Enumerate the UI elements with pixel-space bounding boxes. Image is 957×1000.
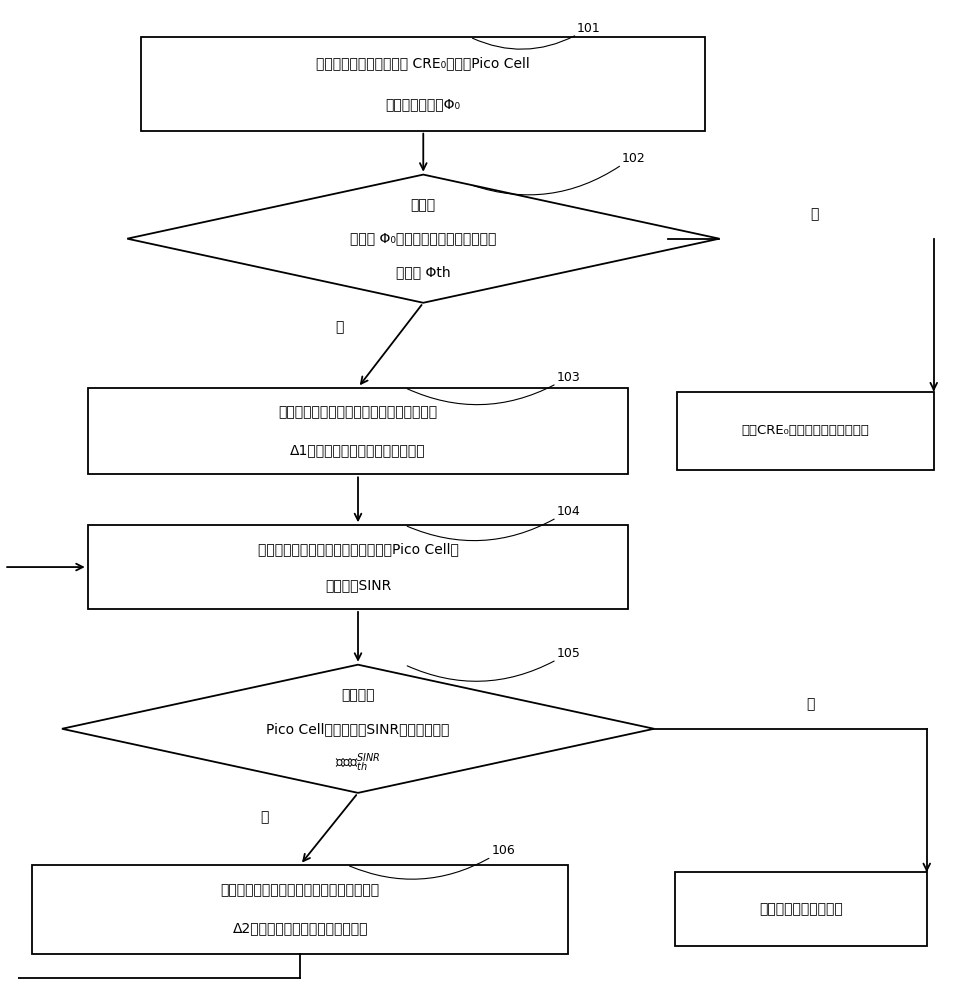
Text: 统计在初始小区切换偏置 CRE₀条件下Pico Cell: 统计在初始小区切换偏置 CRE₀条件下Pico Cell (317, 56, 530, 70)
Text: 103: 103 (557, 371, 580, 384)
Bar (142, 37, 705, 131)
Text: 是: 是 (806, 697, 814, 711)
Text: 界用户的SINR: 界用户的SINR (324, 578, 391, 592)
Text: 将当前小区切换偏置的值减去一个调整步长: 将当前小区切换偏置的值减去一个调整步长 (221, 883, 380, 897)
Bar (88, 388, 629, 474)
Text: 采用当前小区切换偏置: 采用当前小区切换偏置 (759, 902, 843, 916)
Bar (33, 865, 568, 954)
Bar (678, 392, 934, 470)
Text: 况阈值 Φth: 况阈值 Φth (396, 265, 451, 279)
Text: 统计更新后的小区切换偏置条件下，Pico Cell边: 统计更新后的小区切换偏置条件下，Pico Cell边 (257, 542, 458, 556)
Text: Δ1作为更新后的当前小区切换偏置: Δ1作为更新后的当前小区切换偏置 (290, 443, 426, 457)
Text: 是: 是 (335, 320, 344, 334)
Text: 的阈值$^{SINR}_{th}$: 的阈值$^{SINR}_{th}$ (335, 751, 381, 774)
Text: 判断所有: 判断所有 (342, 688, 375, 702)
Bar (675, 872, 926, 946)
Text: 106: 106 (491, 844, 515, 857)
Text: Δ2作为更新后的当前小区切换偏置: Δ2作为更新后的当前小区切换偏置 (233, 922, 367, 936)
Text: 判断统: 判断统 (411, 198, 435, 212)
Text: 102: 102 (622, 152, 646, 165)
Text: 104: 104 (557, 505, 580, 518)
Text: 采用CRE₀作为当前小区切换偏置: 采用CRE₀作为当前小区切换偏置 (742, 424, 870, 437)
Polygon shape (62, 665, 654, 793)
Text: 将当前小区切换偏置的值加上一个调整步长: 将当前小区切换偏置的值加上一个调整步长 (278, 405, 437, 419)
Text: 101: 101 (577, 22, 601, 35)
Text: 105: 105 (557, 647, 581, 660)
Bar (88, 525, 629, 609)
Text: 的资源占用状况Φ₀: 的资源占用状况Φ₀ (386, 97, 460, 111)
Text: 否: 否 (811, 207, 819, 221)
Text: Pico Cell边界用户的SINR是否大于预设: Pico Cell边界用户的SINR是否大于预设 (266, 722, 450, 736)
Text: 否: 否 (260, 811, 269, 825)
Polygon shape (127, 175, 720, 303)
Text: 计到的 Φ₀是否小于预设的资源占用状: 计到的 Φ₀是否小于预设的资源占用状 (350, 232, 497, 246)
